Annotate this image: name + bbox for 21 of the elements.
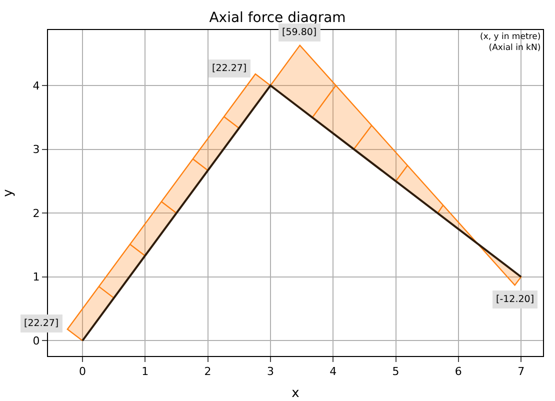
x-tick-label: 6 bbox=[454, 365, 462, 378]
annotation: [22.27] bbox=[24, 318, 59, 329]
y-tick-label: 4 bbox=[32, 79, 40, 92]
x-tick-label: 1 bbox=[142, 365, 149, 378]
annotation: [59.80] bbox=[282, 27, 317, 38]
x-tick-label: 0 bbox=[78, 365, 86, 378]
annotation: [22.27] bbox=[212, 63, 247, 74]
x-tick-label: 7 bbox=[518, 365, 525, 378]
y-axis-title: y bbox=[1, 188, 16, 197]
y-tick-label: 3 bbox=[32, 143, 40, 156]
annotation: [-12.20] bbox=[496, 294, 534, 305]
x-axis-title: x bbox=[292, 386, 300, 401]
annotation: (x, y in metre) (Axial in kN) bbox=[480, 32, 541, 54]
x-tick-label: 2 bbox=[204, 365, 212, 378]
x-tick-label: 5 bbox=[392, 365, 400, 378]
x-tick-label: 4 bbox=[330, 365, 337, 378]
y-tick-label: 1 bbox=[32, 270, 40, 284]
x-tick-label: 3 bbox=[266, 365, 274, 378]
y-tick-label: 2 bbox=[32, 206, 40, 220]
y-tick-label: 0 bbox=[32, 334, 40, 348]
chart-title: Axial force diagram bbox=[209, 10, 346, 26]
